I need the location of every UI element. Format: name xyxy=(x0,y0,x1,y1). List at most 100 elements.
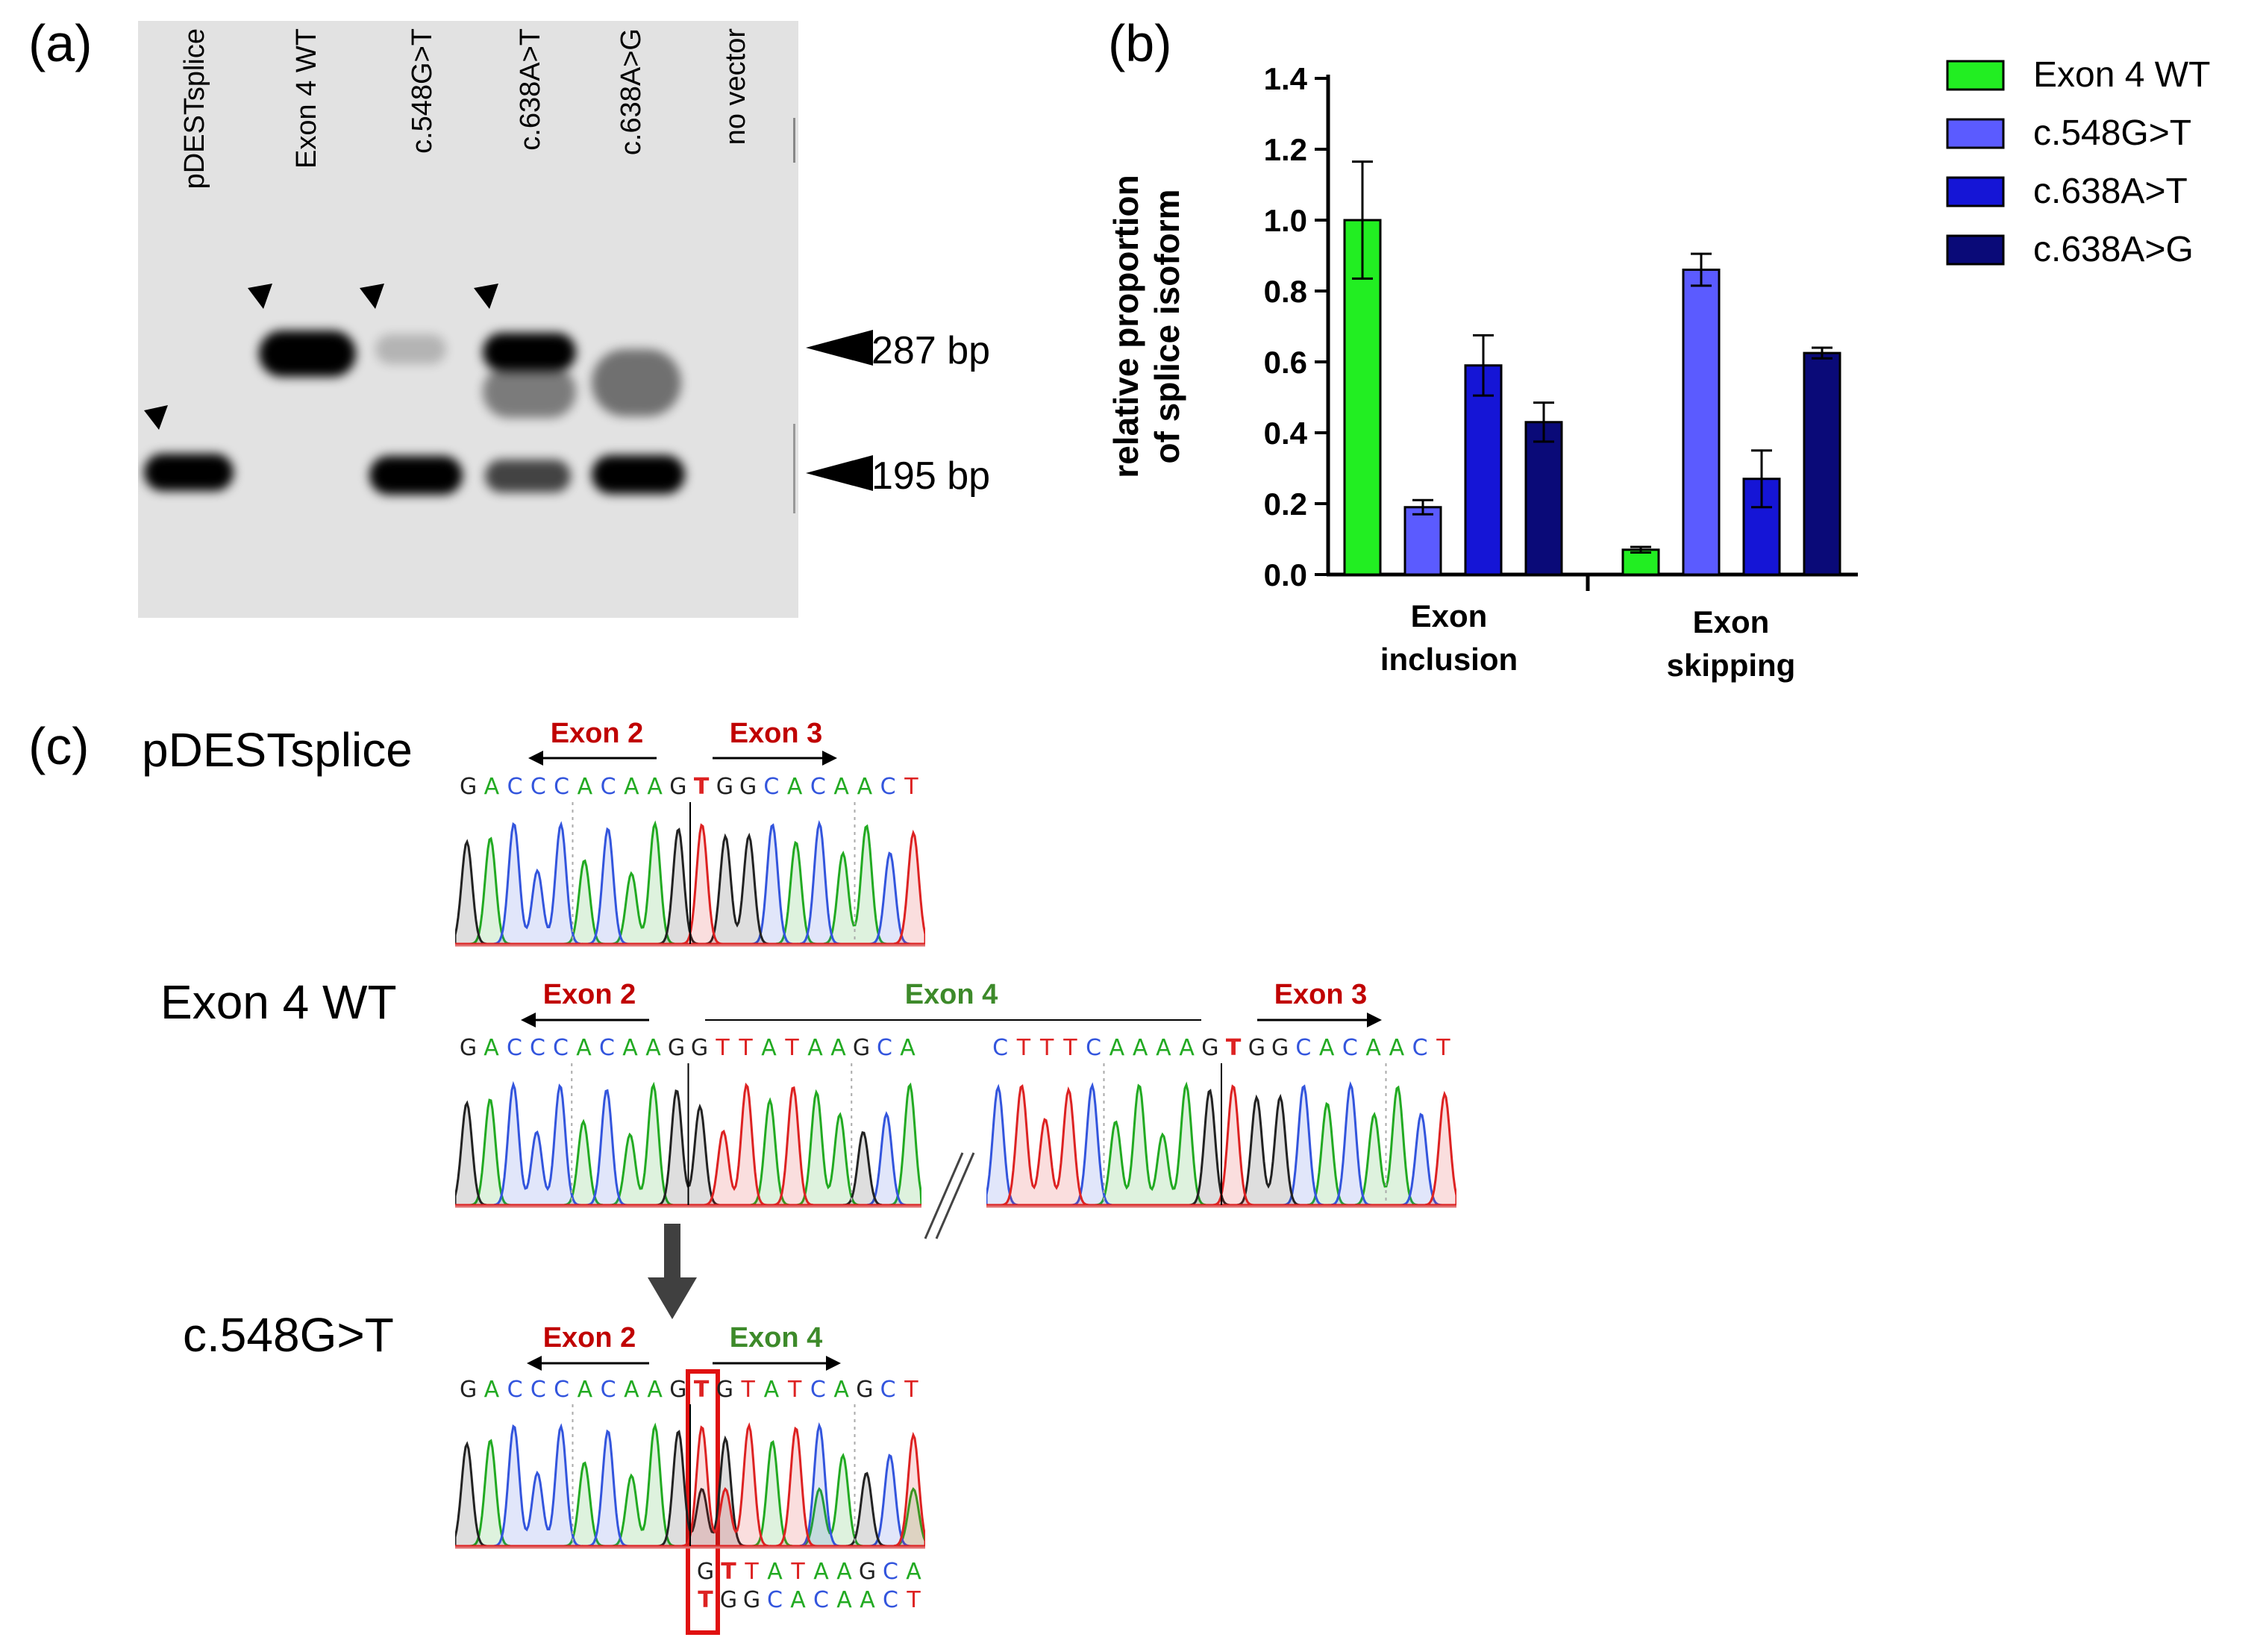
x-tick-label: Exon xyxy=(1411,598,1488,633)
base-letter: T xyxy=(739,1035,753,1061)
base-letter: A xyxy=(1109,1035,1125,1061)
y-axis-label: relative proportion of splice isoform xyxy=(1107,175,1186,478)
sample-name-pdestsplice: pDESTsplice xyxy=(142,723,413,777)
error-bar xyxy=(1751,449,1772,509)
base-letter: T xyxy=(693,774,710,800)
break-mark xyxy=(924,1152,964,1239)
base-letter: A xyxy=(836,1587,852,1613)
exon-label: Exon 3 xyxy=(1274,979,1368,1010)
error-bar xyxy=(1691,252,1712,287)
sample-name-c548: c.548G>T xyxy=(183,1308,394,1362)
base-letter: A xyxy=(483,774,500,800)
base-letter: G xyxy=(459,1035,478,1061)
panel-b-label: (b) xyxy=(1108,14,1172,72)
base-letter: A xyxy=(790,1587,806,1613)
gel-band xyxy=(592,455,685,494)
exon-label: Exon 3 xyxy=(730,718,823,749)
gel-band xyxy=(483,333,576,372)
lane-arrowhead xyxy=(360,284,384,309)
base-letter: A xyxy=(786,774,803,800)
lane-arrowhead xyxy=(248,284,272,309)
base-letter: G xyxy=(1271,1035,1289,1061)
base-letter: C xyxy=(599,1035,615,1061)
base-letter: G xyxy=(460,774,478,800)
legend-swatch xyxy=(1946,176,2005,207)
x-tick-labels: Exon inclusion Exon skipping xyxy=(1380,598,1796,683)
base-letter: C xyxy=(600,1377,616,1403)
x-tick-label: inclusion xyxy=(1380,642,1518,677)
arrow-right-icon xyxy=(826,1356,841,1371)
base-letter: G xyxy=(852,1035,871,1061)
base-letter: T xyxy=(1063,1035,1077,1061)
base-letter: A xyxy=(763,1377,780,1403)
base-letter: T xyxy=(791,1559,805,1585)
base-letter: A xyxy=(836,1559,852,1585)
base-letter: T xyxy=(1039,1035,1054,1061)
error-bar xyxy=(1352,160,1373,280)
arrow-left-icon xyxy=(521,1013,536,1027)
base-letter: A xyxy=(767,1559,783,1585)
x-tick-label: skipping xyxy=(1667,648,1796,683)
chromatogram-pdestsplice xyxy=(455,802,925,947)
bar xyxy=(1803,351,1841,576)
base-letter: C xyxy=(530,1035,545,1061)
arrow-left-icon xyxy=(528,751,543,766)
base-letter: C xyxy=(1295,1035,1312,1061)
legend-entry: c.548G>T xyxy=(2033,113,2191,153)
base-letter: G xyxy=(690,1035,709,1061)
trace-T xyxy=(986,1083,1456,1207)
y-tick-label: 0.0 xyxy=(1264,557,1307,592)
x-tick-label: Exon xyxy=(1693,604,1770,639)
base-letter: C xyxy=(554,1377,570,1403)
bars xyxy=(1343,160,1841,576)
size-marker-arrows xyxy=(806,330,873,491)
base-letter: A xyxy=(1156,1035,1171,1061)
base-letter: G xyxy=(667,1035,686,1061)
base-letter: C xyxy=(810,1377,826,1403)
lane-arrowhead xyxy=(144,405,168,430)
chromatogram-c548 xyxy=(455,1404,925,1549)
base-letter: C xyxy=(883,1559,898,1585)
sample-name-exon4wt: Exon 4 WT xyxy=(160,975,397,1029)
base-letter: G xyxy=(1201,1035,1219,1061)
base-letter: A xyxy=(833,1377,849,1403)
base-letter: C xyxy=(507,1035,522,1061)
gel-edge-mark xyxy=(793,118,795,163)
base-letter: G xyxy=(460,1377,478,1403)
legend: Exon 4 WT c.548G>T c.638A>T c.638A>G xyxy=(1946,55,2210,269)
base-letter: C xyxy=(992,1035,1009,1061)
error-bar xyxy=(1812,346,1832,360)
arrow-left-icon xyxy=(527,1356,542,1371)
base-letter: T xyxy=(698,1587,713,1613)
base-letter: C xyxy=(530,774,546,800)
base-letter: G xyxy=(1248,1035,1265,1061)
base-letter: A xyxy=(1389,1035,1405,1061)
base-letter: C xyxy=(880,774,896,800)
arrow-right-icon xyxy=(822,751,837,766)
base-letter: T xyxy=(904,774,918,800)
base-letter: C xyxy=(877,1035,892,1061)
base-letter: C xyxy=(1412,1035,1428,1061)
base-letter: A xyxy=(1318,1035,1335,1061)
base-letter: T xyxy=(716,1035,730,1061)
base-letter: G xyxy=(742,1587,761,1613)
base-letter: G xyxy=(716,774,733,800)
error-bar xyxy=(1473,334,1494,397)
gel-image: pDESTsplice Exon 4 WT c.548G>T c.638A>T … xyxy=(138,21,798,618)
base-letter: G xyxy=(669,1377,687,1403)
size-marker-287: 287 bp xyxy=(871,329,991,372)
base-letter: A xyxy=(1179,1035,1195,1061)
base-letter: A xyxy=(645,1035,661,1061)
bar xyxy=(1524,421,1563,576)
legend-entry: c.638A>T xyxy=(2033,172,2188,211)
base-letter: T xyxy=(904,1377,918,1403)
exon-label: Exon 4 xyxy=(730,1322,823,1354)
y-axis-label-line: of splice isoform xyxy=(1148,189,1186,463)
base-letter: C xyxy=(507,1377,523,1403)
legend-entry: c.638A>G xyxy=(2033,230,2194,269)
base-letter: C xyxy=(883,1587,898,1613)
break-mark xyxy=(935,1152,975,1239)
